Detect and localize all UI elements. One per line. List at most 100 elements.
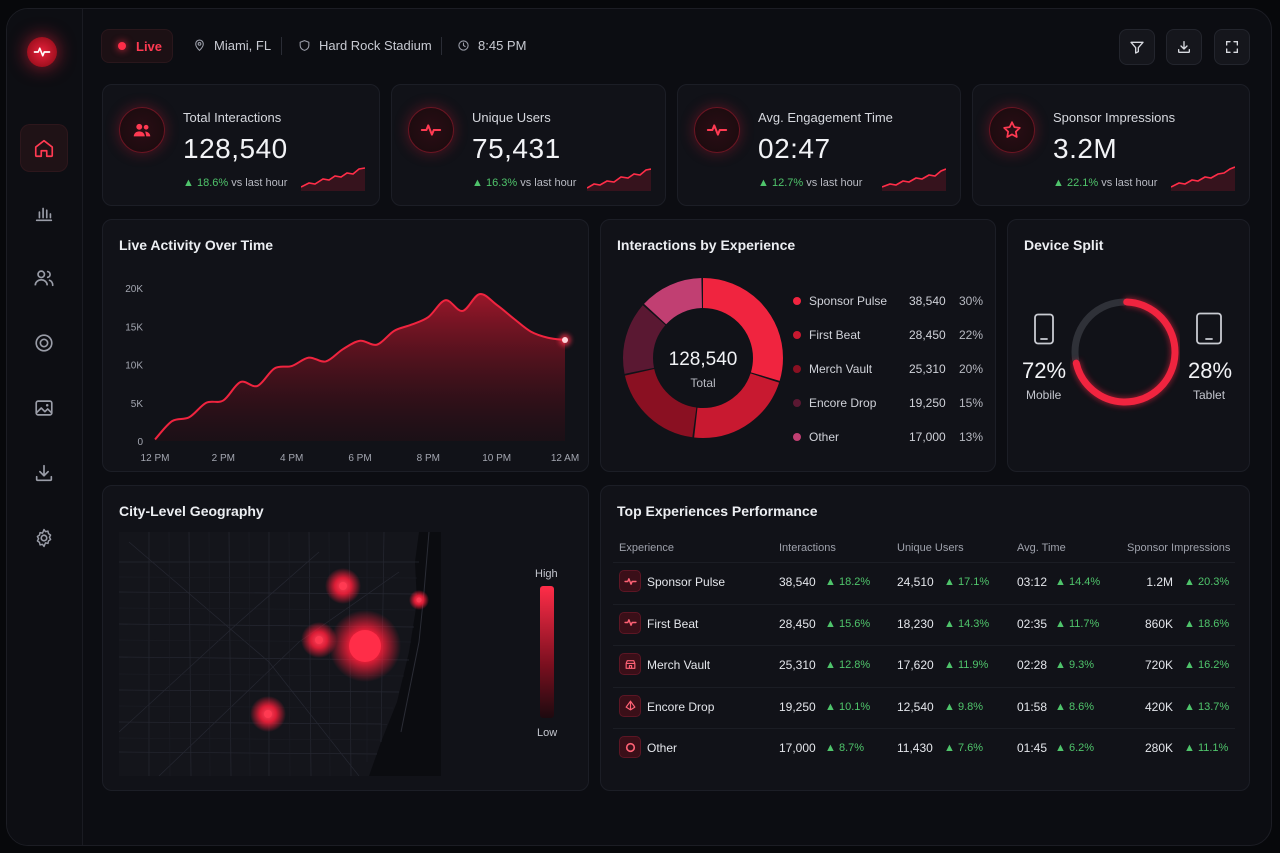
filter-button[interactable] — [1119, 29, 1155, 65]
kpi-value: 3.2M — [1053, 133, 1118, 164]
image-icon — [35, 400, 53, 416]
donut-slice[interactable] — [623, 278, 783, 438]
delta-value: 15.6% — [838, 617, 871, 630]
y-tick-label: 10K — [125, 361, 143, 372]
delta-value: 11.1% — [1197, 742, 1229, 754]
delta-value: 6.2% — [1068, 742, 1095, 754]
activity-line — [154, 293, 566, 441]
sidebar-item-home[interactable] — [20, 124, 68, 172]
impressions-value: 720K — [1144, 658, 1173, 672]
legend-label: Sponsor Pulse — [809, 294, 888, 308]
sidebar-item-settings[interactable] — [20, 514, 68, 562]
app-frame: Live Miami, FL Hard Rock Stadium 8:45 PM… — [6, 8, 1272, 846]
donut-slice[interactable] — [623, 278, 783, 438]
kpi-delta: ▲ 16.3% vs last hour — [472, 177, 577, 189]
impressions-delta: ▲ 11.1% — [1184, 742, 1229, 754]
legend-label: Other — [809, 430, 840, 444]
delta-value: 7.6% — [957, 742, 984, 754]
sidebar-item-exports[interactable] — [20, 449, 68, 497]
kpi-label: Sponsor Impressions — [1053, 110, 1176, 125]
interactions-delta: ▲ 12.8% — [825, 659, 871, 671]
bar-chart-icon — [35, 207, 53, 222]
store-icon — [619, 653, 641, 675]
column-header-unique-users[interactable]: Unique Users — [897, 542, 964, 554]
sidebar-item-analytics[interactable] — [20, 189, 68, 237]
unique-users-value: 18,230 — [897, 616, 934, 631]
shield-icon — [299, 40, 310, 51]
filter-icon — [1130, 41, 1144, 54]
sparkline — [301, 167, 365, 191]
table-row[interactable]: Other 17,000 ▲ 8.7% 11,430 ▲ 7.6% 01:45 ▲ 6.2%… — [613, 728, 1235, 766]
interactions-value: 38,540 — [779, 575, 816, 589]
experience-name: Sponsor Pulse — [647, 575, 726, 589]
live-activity-chart: 0 5K 10K 15K 20K 12 PM 2 PM 4 PM 6 PM 8 PM 10 PM 12… — [125, 284, 579, 464]
avg-time-delta: ▲ 6.2% — [1055, 742, 1095, 754]
mobile-segment[interactable] — [1071, 298, 1179, 406]
impressions-value: 1.2M — [1146, 575, 1173, 589]
kpi-card-unique-users[interactable]: Unique Users 75,431 ▲ 16.3% vs last hour — [391, 84, 666, 206]
fullscreen-button[interactable] — [1214, 29, 1250, 65]
table-row[interactable]: First Beat 28,450 ▲ 15.6% 18,230 ▲ 14.3% 02:3… — [613, 603, 1235, 642]
settings-icon — [36, 528, 52, 548]
live-dot-icon — [118, 42, 126, 50]
impressions-delta: ▲ 20.3% — [1184, 576, 1230, 588]
logo-pulse-icon[interactable] — [27, 37, 57, 67]
legend-label: Encore Drop — [809, 396, 877, 410]
impressions-delta: ▲ 16.2% — [1184, 659, 1230, 671]
kpi-card-sponsor-impressions[interactable]: Sponsor Impressions 3.2M ▲ 22.1% vs last… — [972, 84, 1250, 206]
x-tick-label: 8 PM — [417, 453, 440, 464]
donut-slice[interactable] — [623, 278, 783, 438]
users-icon — [119, 107, 165, 153]
location: Miami, FL — [193, 38, 271, 53]
kpi-label: Avg. Engagement Time — [758, 110, 893, 125]
live-indicator[interactable]: Live — [101, 29, 173, 63]
delta-value: 16.2% — [1197, 659, 1230, 671]
mobile-label: Mobile — [1026, 388, 1062, 402]
venue: Hard Rock Stadium — [298, 38, 432, 53]
kpi-delta: ▲ 22.1% vs last hour — [1053, 177, 1158, 189]
sidebar-item-media[interactable] — [20, 384, 68, 432]
column-header-sponsor-impressions[interactable]: Sponsor Impressions — [1127, 542, 1231, 554]
live-point[interactable] — [562, 337, 568, 344]
column-header-avg-time[interactable]: Avg. Time — [1017, 542, 1066, 554]
card-title: Interactions by Experience — [617, 237, 796, 253]
kpi-card-avg-engagement[interactable]: Avg. Engagement Time 02:47 ▲ 12.7% vs la… — [677, 84, 961, 206]
x-tick-label: 6 PM — [348, 453, 371, 464]
sparkline — [587, 168, 651, 191]
legend-item[interactable]: Merch Vault 25,310 20% — [793, 361, 983, 377]
kpi-delta-value: 18.6% — [196, 177, 229, 189]
x-tick-label: 12 AM — [551, 453, 579, 464]
legend-item[interactable]: Sponsor Pulse 38,540 30% — [793, 293, 983, 309]
sidebar-item-audience[interactable] — [20, 254, 68, 302]
column-header-interactions[interactable]: Interactions — [779, 542, 836, 554]
impressions-value: 280K — [1144, 741, 1173, 755]
kpi-delta-value: 12.7% — [771, 177, 804, 189]
download-icon — [35, 464, 53, 482]
y-tick-label: 5K — [131, 399, 144, 410]
legend-value: 28,450 — [909, 328, 946, 342]
avg-time-value: 01:45 — [1017, 741, 1048, 755]
table-row[interactable]: Merch Vault 25,310 ▲ 12.8% 17,620 ▲ 11.9% 02:… — [613, 645, 1235, 683]
divider — [441, 37, 442, 55]
city-heat-map[interactable] — [119, 532, 441, 776]
sidebar-item-targets[interactable] — [20, 319, 68, 367]
legend-item[interactable]: Other 17,000 13% — [793, 429, 983, 445]
avg-time-delta: ▲ 11.7% — [1055, 617, 1100, 630]
download-button[interactable] — [1166, 29, 1202, 65]
kpi-value: 128,540 — [183, 133, 288, 164]
activity-area — [155, 294, 565, 441]
y-tick-label: 20K — [125, 284, 143, 295]
impressions-delta: ▲ 13.7% — [1184, 700, 1230, 713]
table-row[interactable]: Encore Drop 19,250 ▲ 10.1% 12,540 ▲ 9.8% 01:5… — [613, 686, 1235, 725]
legend-item[interactable]: First Beat 28,450 22% — [793, 327, 983, 343]
heat-legend-low: Low — [537, 727, 558, 739]
legend-swatch — [793, 433, 801, 441]
target-icon — [35, 334, 53, 352]
sidebar — [7, 9, 83, 845]
column-header-experience[interactable]: Experience — [619, 542, 675, 554]
avg-time-delta: ▲ 8.6% — [1055, 700, 1095, 713]
table-row[interactable]: Sponsor Pulse 38,540 ▲ 18.2% 24,510 ▲ 17.1% 0… — [613, 562, 1235, 600]
legend-item[interactable]: Encore Drop 19,250 15% — [793, 395, 983, 411]
delta-value: 14.3% — [957, 617, 990, 630]
kpi-card-total-interactions[interactable]: Total Interactions 128,540 ▲ 18.6% vs la… — [102, 84, 380, 206]
